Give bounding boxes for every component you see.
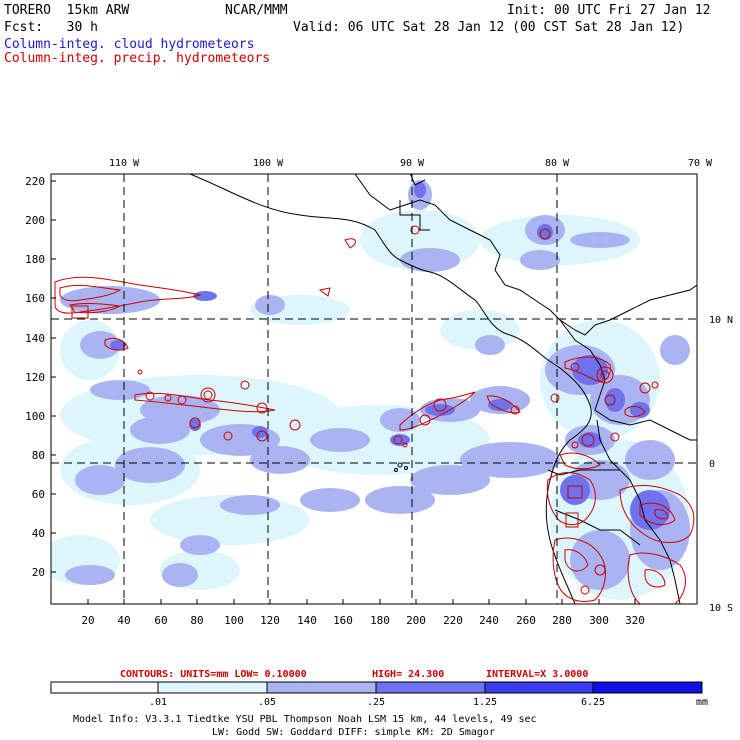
colorbar [50,681,703,694]
x-tick-label: 40 [117,614,130,627]
init-time: Init: 00 UTC Fri 27 Jan 12 [507,3,711,18]
lat-label: 10 N [709,315,733,326]
y-tick-label: 60 [32,488,45,501]
x-tick-label: 160 [333,614,353,627]
y-tick-label: 40 [32,527,45,540]
lat-lon-grid [51,174,697,604]
lon-label: 70 W [688,158,713,169]
colorbar-label: 6.25 [581,697,605,708]
colorbar-label: .01 [149,697,167,708]
x-tick-label: 300 [589,614,609,627]
colorbar-bin [592,681,703,694]
lat-label: 10 S [709,603,733,614]
y-tick-label: 200 [25,214,45,227]
x-tick-label: 60 [154,614,167,627]
cloud-heavy-shading [110,182,670,530]
x-tick-label: 120 [260,614,280,627]
y-tick-label: 140 [25,332,45,345]
colorbar-bin [484,681,594,694]
y-tick-label: 220 [25,175,45,188]
contour-high: HIGH= 24.300 [372,669,444,680]
model-info: Model Info: V3.3.1 Tiedtke YSU PBL Thomp… [73,714,537,725]
x-tick-label: 220 [443,614,463,627]
coastline [189,174,697,604]
lon-label: 100 W [253,158,284,169]
x-tick-label: 280 [552,614,572,627]
org-label: NCAR/MMM [225,3,288,18]
colorbar-bin [157,681,268,694]
colorbar-bin [375,681,486,694]
y-tick-label: 80 [32,449,45,462]
colorbar-label: .25 [367,697,385,708]
colorbar-bin [266,681,377,694]
contour-units: CONTOURS: UNITS=mm LOW= 0.10000 [120,669,307,680]
model-physics: LW: Godd SW: Goddard DIFF: simple KM: 2D… [212,727,495,738]
forecast-hour: Fcst: 30 h [4,20,98,35]
model-title: TORERO 15km ARW [4,3,130,18]
x-tick-label: 140 [297,614,317,627]
y-tick-label: 20 [32,566,45,579]
y-tick-label: 100 [25,410,45,423]
cloud-field-label: Column-integ. cloud hydrometeors [4,37,255,52]
y-tick-label: 180 [25,253,45,266]
contour-interval: INTERVAL=X 3.0000 [486,669,588,680]
x-tick-label: 260 [516,614,536,627]
precip-contours [54,225,695,604]
colorbar-label: .05 [258,697,276,708]
lon-label: 90 W [400,158,425,169]
lon-label: 80 W [545,158,570,169]
x-tick-label: 100 [224,614,244,627]
x-tick-label: 320 [625,614,645,627]
x-tick-label: 240 [479,614,499,627]
colorbar-unit: mm [696,697,708,708]
colorbar-label: 1.25 [473,697,497,708]
precip-field-label: Column-integ. precip. hydrometeors [4,51,271,66]
valid-time: Valid: 06 UTC Sat 28 Jan 12 (00 CST Sat … [293,20,685,35]
x-tick-label: 200 [406,614,426,627]
x-tick-label: 20 [81,614,94,627]
map-frame [50,173,698,605]
x-tick-label: 80 [190,614,203,627]
lat-label: 0 [709,459,715,470]
y-tick-label: 160 [25,292,45,305]
x-tick-label: 180 [370,614,390,627]
colorbar-bin [50,681,159,694]
lon-label: 110 W [109,158,140,169]
y-tick-label: 120 [25,371,45,384]
